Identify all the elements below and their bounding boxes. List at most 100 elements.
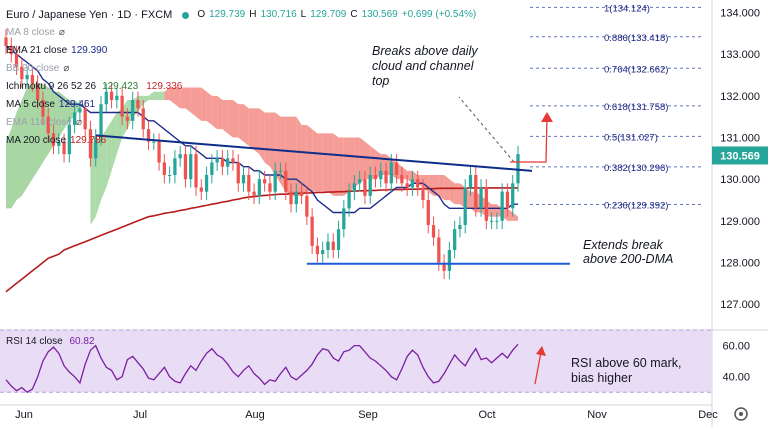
candle-down (363, 179, 367, 196)
candle-down (83, 108, 87, 130)
legend-ema21[interactable]: EMA 21 close 129.390 (6, 42, 476, 60)
fib-level-label: 0.618(131.758) (604, 102, 668, 113)
candle-down (289, 191, 293, 205)
rsi-arrow-line (534, 351, 542, 385)
fib-level-label: 0.236(129.392) (604, 201, 668, 212)
ichimoku-cloud-bearish (322, 133, 328, 192)
eye-off-icon[interactable]: ⌀ (75, 117, 82, 128)
fib-level-label: 0.5(131.027) (604, 132, 658, 143)
ohlc-c-label: C (350, 9, 358, 20)
indicator-legend: Euro / Japanese Yen · 1D · FXCM O 129.739… (6, 6, 476, 150)
ichimoku-cloud-bearish (174, 87, 181, 109)
candle-down (194, 154, 198, 188)
rsi-tick-label: 60.00 (722, 341, 750, 353)
candle-up (294, 191, 298, 205)
ma200-value: 129.786 (70, 135, 107, 146)
candle-down (268, 183, 272, 192)
ichimoku-value-1: 129.423 (102, 81, 139, 92)
ma-close-label: MA 8 close (6, 27, 55, 38)
ohlc-o-label: O (197, 9, 206, 20)
candle-up (342, 208, 346, 230)
candle-down (299, 191, 304, 196)
ichimoku-cloud-bearish (222, 100, 228, 134)
y-tick-label: 132.000 (720, 91, 760, 103)
ma200-line (5, 187, 518, 293)
y-tick-label: 134.000 (720, 8, 760, 20)
candle-down (141, 108, 145, 130)
ichimoku-cloud-bearish (512, 212, 518, 221)
candle-up (94, 137, 98, 159)
candle-down (125, 116, 130, 121)
ichimoku-cloud-bearish (296, 116, 302, 196)
gear-icon-center (739, 412, 743, 416)
rsi-label: RSI 14 close (6, 336, 63, 347)
candle-down (20, 66, 24, 80)
ichimoku-cloud-bearish (343, 137, 350, 196)
candle-up (336, 229, 341, 250)
ichimoku-cloud-bearish (196, 87, 202, 121)
bb-label: BB 20 close (6, 63, 60, 74)
candle-down (484, 187, 488, 221)
ichimoku-label: Ichimoku 9 26 52 26 (6, 81, 97, 92)
candle-down (284, 170, 288, 192)
candle-down (437, 237, 441, 263)
annotation-breaks-above: Breaks above daily cloud and channel top (372, 44, 478, 88)
ichimoku-cloud-bearish (433, 175, 439, 196)
candle-down (36, 83, 40, 100)
ichimoku-cloud-bearish (275, 112, 281, 184)
ichimoku-cloud-bullish (6, 83, 91, 209)
legend-ichimoku[interactable]: Ichimoku 9 26 52 26 129.423 129.336 (6, 78, 476, 96)
y-tick-label: 129.000 (720, 216, 760, 228)
candle-down (331, 241, 335, 250)
candle-down (146, 129, 151, 142)
ichimoku-cloud-bullish (90, 141, 96, 225)
candle-down (394, 162, 399, 175)
candle-down (14, 54, 19, 67)
ichimoku-cloud-bearish (306, 125, 313, 192)
candle-up (321, 250, 325, 255)
candle-down (474, 175, 478, 209)
candle-up (410, 179, 415, 188)
legend-ema110[interactable]: EMA 110 close ⌀ (6, 114, 476, 132)
ohlc-h-label: H (249, 9, 257, 20)
symbol-row: Euro / Japanese Yen · 1D · FXCM O 129.739… (6, 6, 476, 24)
candle-down (30, 75, 35, 84)
candle-down (183, 154, 188, 180)
ichimoku-cloud-bearish (254, 108, 260, 155)
symbol-title[interactable]: Euro / Japanese Yen · 1D · FXCM (6, 8, 173, 21)
candle-down (109, 91, 114, 100)
channel-top-trendline (95, 134, 533, 172)
fib-level-label: 0.886(133.418) (604, 33, 668, 44)
ohlc-change: +0.699 (+0.54%) (401, 9, 477, 20)
candle-up (257, 179, 261, 196)
y-tick-label: 131.000 (720, 133, 760, 145)
y-tick-label: 133.000 (720, 49, 760, 61)
candle-down (247, 175, 251, 192)
ichimoku-cloud-bearish (338, 137, 344, 196)
rsi-legend[interactable]: RSI 14 close 60.82 (6, 336, 95, 347)
candle-up (67, 125, 71, 155)
candle-up (453, 229, 457, 250)
rsi-arrow-head (536, 346, 546, 356)
eye-off-icon[interactable]: ⌀ (63, 63, 70, 74)
candle-up (447, 250, 452, 271)
ichimoku-cloud-bullish (143, 95, 149, 105)
candle-up (167, 175, 172, 176)
legend-bb[interactable]: BB 20 close ⌀ (6, 60, 476, 78)
candle-up (131, 100, 135, 121)
candle-down (431, 225, 436, 238)
candle-down (315, 245, 320, 255)
legend-ma5[interactable]: MA 5 close 129.461 (6, 96, 476, 114)
candle-up (204, 175, 209, 192)
legend-ma200[interactable]: MA 200 close 129.786 (6, 132, 476, 150)
gear-icon[interactable] (734, 407, 748, 421)
ichimoku-cloud-bearish (454, 183, 460, 205)
candle-up (352, 183, 357, 192)
x-tick-label: Sep (358, 409, 378, 421)
rsi-band (0, 330, 712, 393)
legend-ma-close[interactable]: MA 8 close ⌀ (6, 24, 476, 42)
last-price-label: 130.569 (720, 150, 760, 162)
eye-off-icon[interactable]: ⌀ (58, 27, 65, 38)
candle-up (479, 187, 483, 209)
